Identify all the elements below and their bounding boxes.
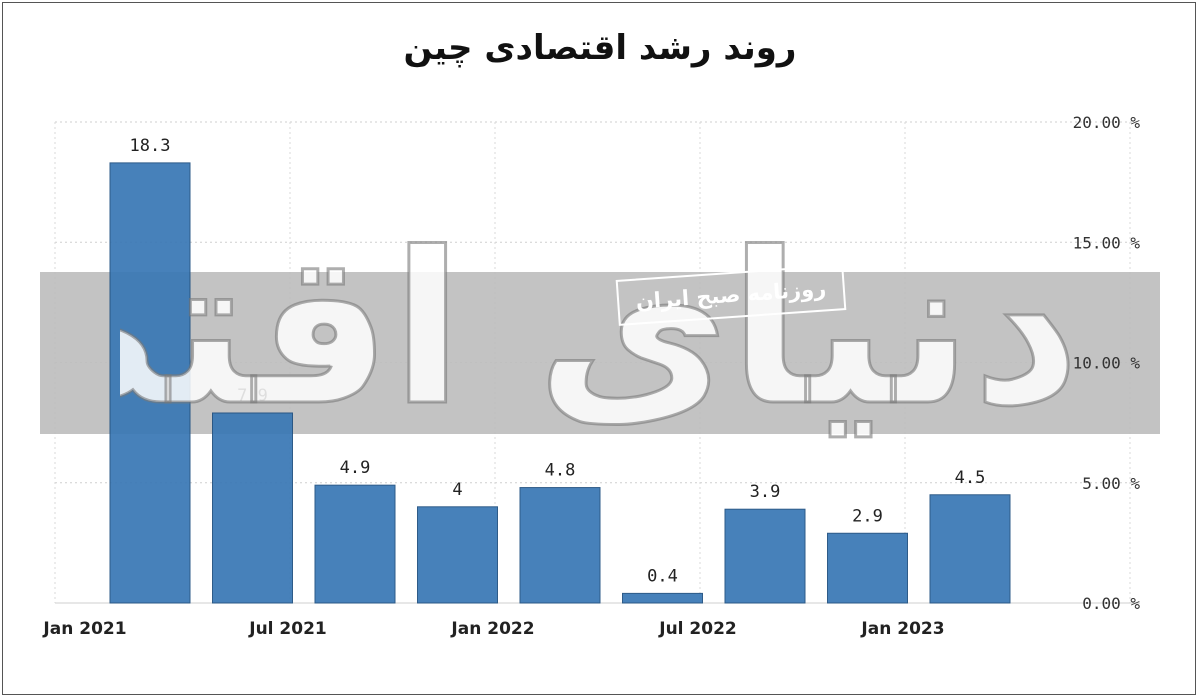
bar xyxy=(519,487,601,604)
y-tick-label: 10.00 % xyxy=(1073,354,1141,373)
bar-value-label: 18.3 xyxy=(130,136,171,156)
bar-value-label: 2.9 xyxy=(852,506,883,526)
bar-value-label: 4.9 xyxy=(340,458,371,478)
x-tick-label: Jan 2021 xyxy=(42,619,126,639)
x-tick-label: Jul 2022 xyxy=(658,619,737,639)
bar-value-label: 7.9 xyxy=(237,386,268,406)
bar-value-label: 3.9 xyxy=(750,482,781,502)
bar-value-label: 0.4 xyxy=(647,566,678,586)
bar xyxy=(827,532,908,604)
y-axis-ticks: 0.00 % 5.00 % 10.00 % 15.00 % 20.00 % xyxy=(1073,113,1141,613)
y-tick-label: 0.00 % xyxy=(1082,594,1140,613)
bar xyxy=(724,508,806,604)
bars xyxy=(109,162,1011,604)
bar xyxy=(417,506,498,604)
x-tick-label: Jul 2021 xyxy=(248,619,327,639)
y-tick-label: 5.00 % xyxy=(1082,474,1140,493)
bar xyxy=(929,494,1011,604)
x-tick-label: Jan 2022 xyxy=(450,619,534,639)
x-axis-ticks: Jan 2021 Jul 2021 Jan 2022 Jul 2022 Jan 2023 xyxy=(42,619,944,639)
bar-value-label: 4.8 xyxy=(545,461,576,481)
y-tick-label: 20.00 % xyxy=(1073,113,1141,132)
bar xyxy=(314,484,396,604)
bar xyxy=(622,592,703,604)
value-labels: 18.3 7.9 4.9 4 4.8 0.4 3.9 2.9 4.5 xyxy=(130,136,986,586)
chart-title: روند رشد اقتصادی چین xyxy=(403,28,797,68)
watermark-band xyxy=(40,272,1160,434)
y-tick-label: 15.00 % xyxy=(1073,233,1141,252)
watermark-logo: دنیای اقتصاد xyxy=(120,206,1080,454)
bar xyxy=(212,412,293,604)
bar-value-label: 4.5 xyxy=(955,468,986,488)
bar-value-label: 4 xyxy=(452,480,462,500)
bar xyxy=(109,162,191,604)
x-tick-label: Jan 2023 xyxy=(860,619,944,639)
